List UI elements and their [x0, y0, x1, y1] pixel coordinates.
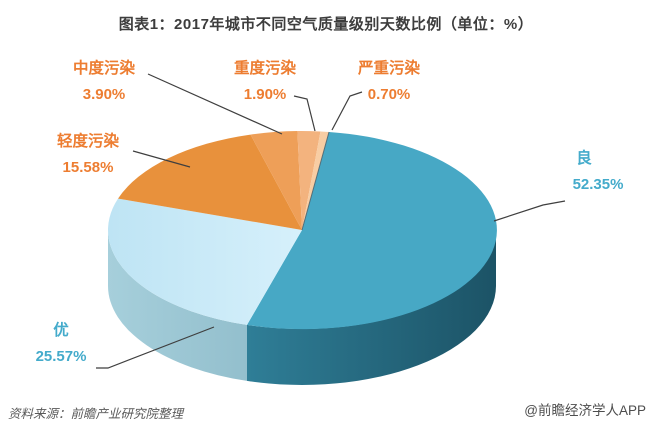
slice-label: 中度污染 [72, 60, 136, 77]
leader-line-excellent [96, 326, 215, 369]
callout-severe-pollution: 严重污染 0.70% [358, 58, 420, 106]
pie-slice-side-1 [108, 230, 247, 381]
slice-label: 轻度污染 [56, 133, 120, 150]
pie-slice-side-0 [247, 230, 496, 385]
leader-line-light [132, 150, 191, 168]
callout-excellent: 优 25.57% [36, 320, 87, 368]
slice-label: 良 [576, 150, 592, 167]
pie-slices [108, 130, 497, 385]
callout-heavy-pollution: 重度污染 1.90% [234, 58, 296, 106]
slice-label: 重度污染 [233, 60, 297, 77]
leader-lines [96, 73, 566, 369]
leader-line-heavy [293, 95, 316, 132]
chart-title: 图表1：2017年城市不同空气质量级别天数比例（单位：%） [118, 16, 534, 33]
callout-moderate-pollution: 中度污染 3.90% [73, 58, 135, 106]
leader-line-moderate [147, 73, 283, 135]
pie-slice-top-2 [118, 134, 302, 230]
leader-line-severe [331, 91, 363, 131]
pie-slice-top-1 [108, 198, 303, 325]
pie-slice-top-0 [247, 132, 497, 330]
pie-slice-top-3 [250, 131, 302, 230]
slice-value: 15.58% [62, 159, 114, 176]
slice-label: 优 [53, 322, 69, 339]
callout-good: 良 52.35% [573, 148, 624, 196]
callout-light-pollution: 轻度污染 15.58% [57, 131, 119, 179]
slice-start-edge [301, 131, 330, 231]
source-note: 资料来源：前瞻产业研究院整理 [8, 407, 184, 421]
leader-line-good [493, 200, 566, 222]
slice-value: 25.57% [35, 348, 87, 365]
watermark: @前瞻经济学人APP [524, 403, 646, 418]
pie-slice-top-4 [297, 130, 321, 230]
slice-value: 52.35% [572, 176, 624, 193]
slice-label: 严重污染 [357, 60, 421, 77]
slice-value: 0.70% [367, 86, 411, 103]
slice-value: 1.90% [243, 86, 287, 103]
slice-value: 3.90% [82, 86, 126, 103]
